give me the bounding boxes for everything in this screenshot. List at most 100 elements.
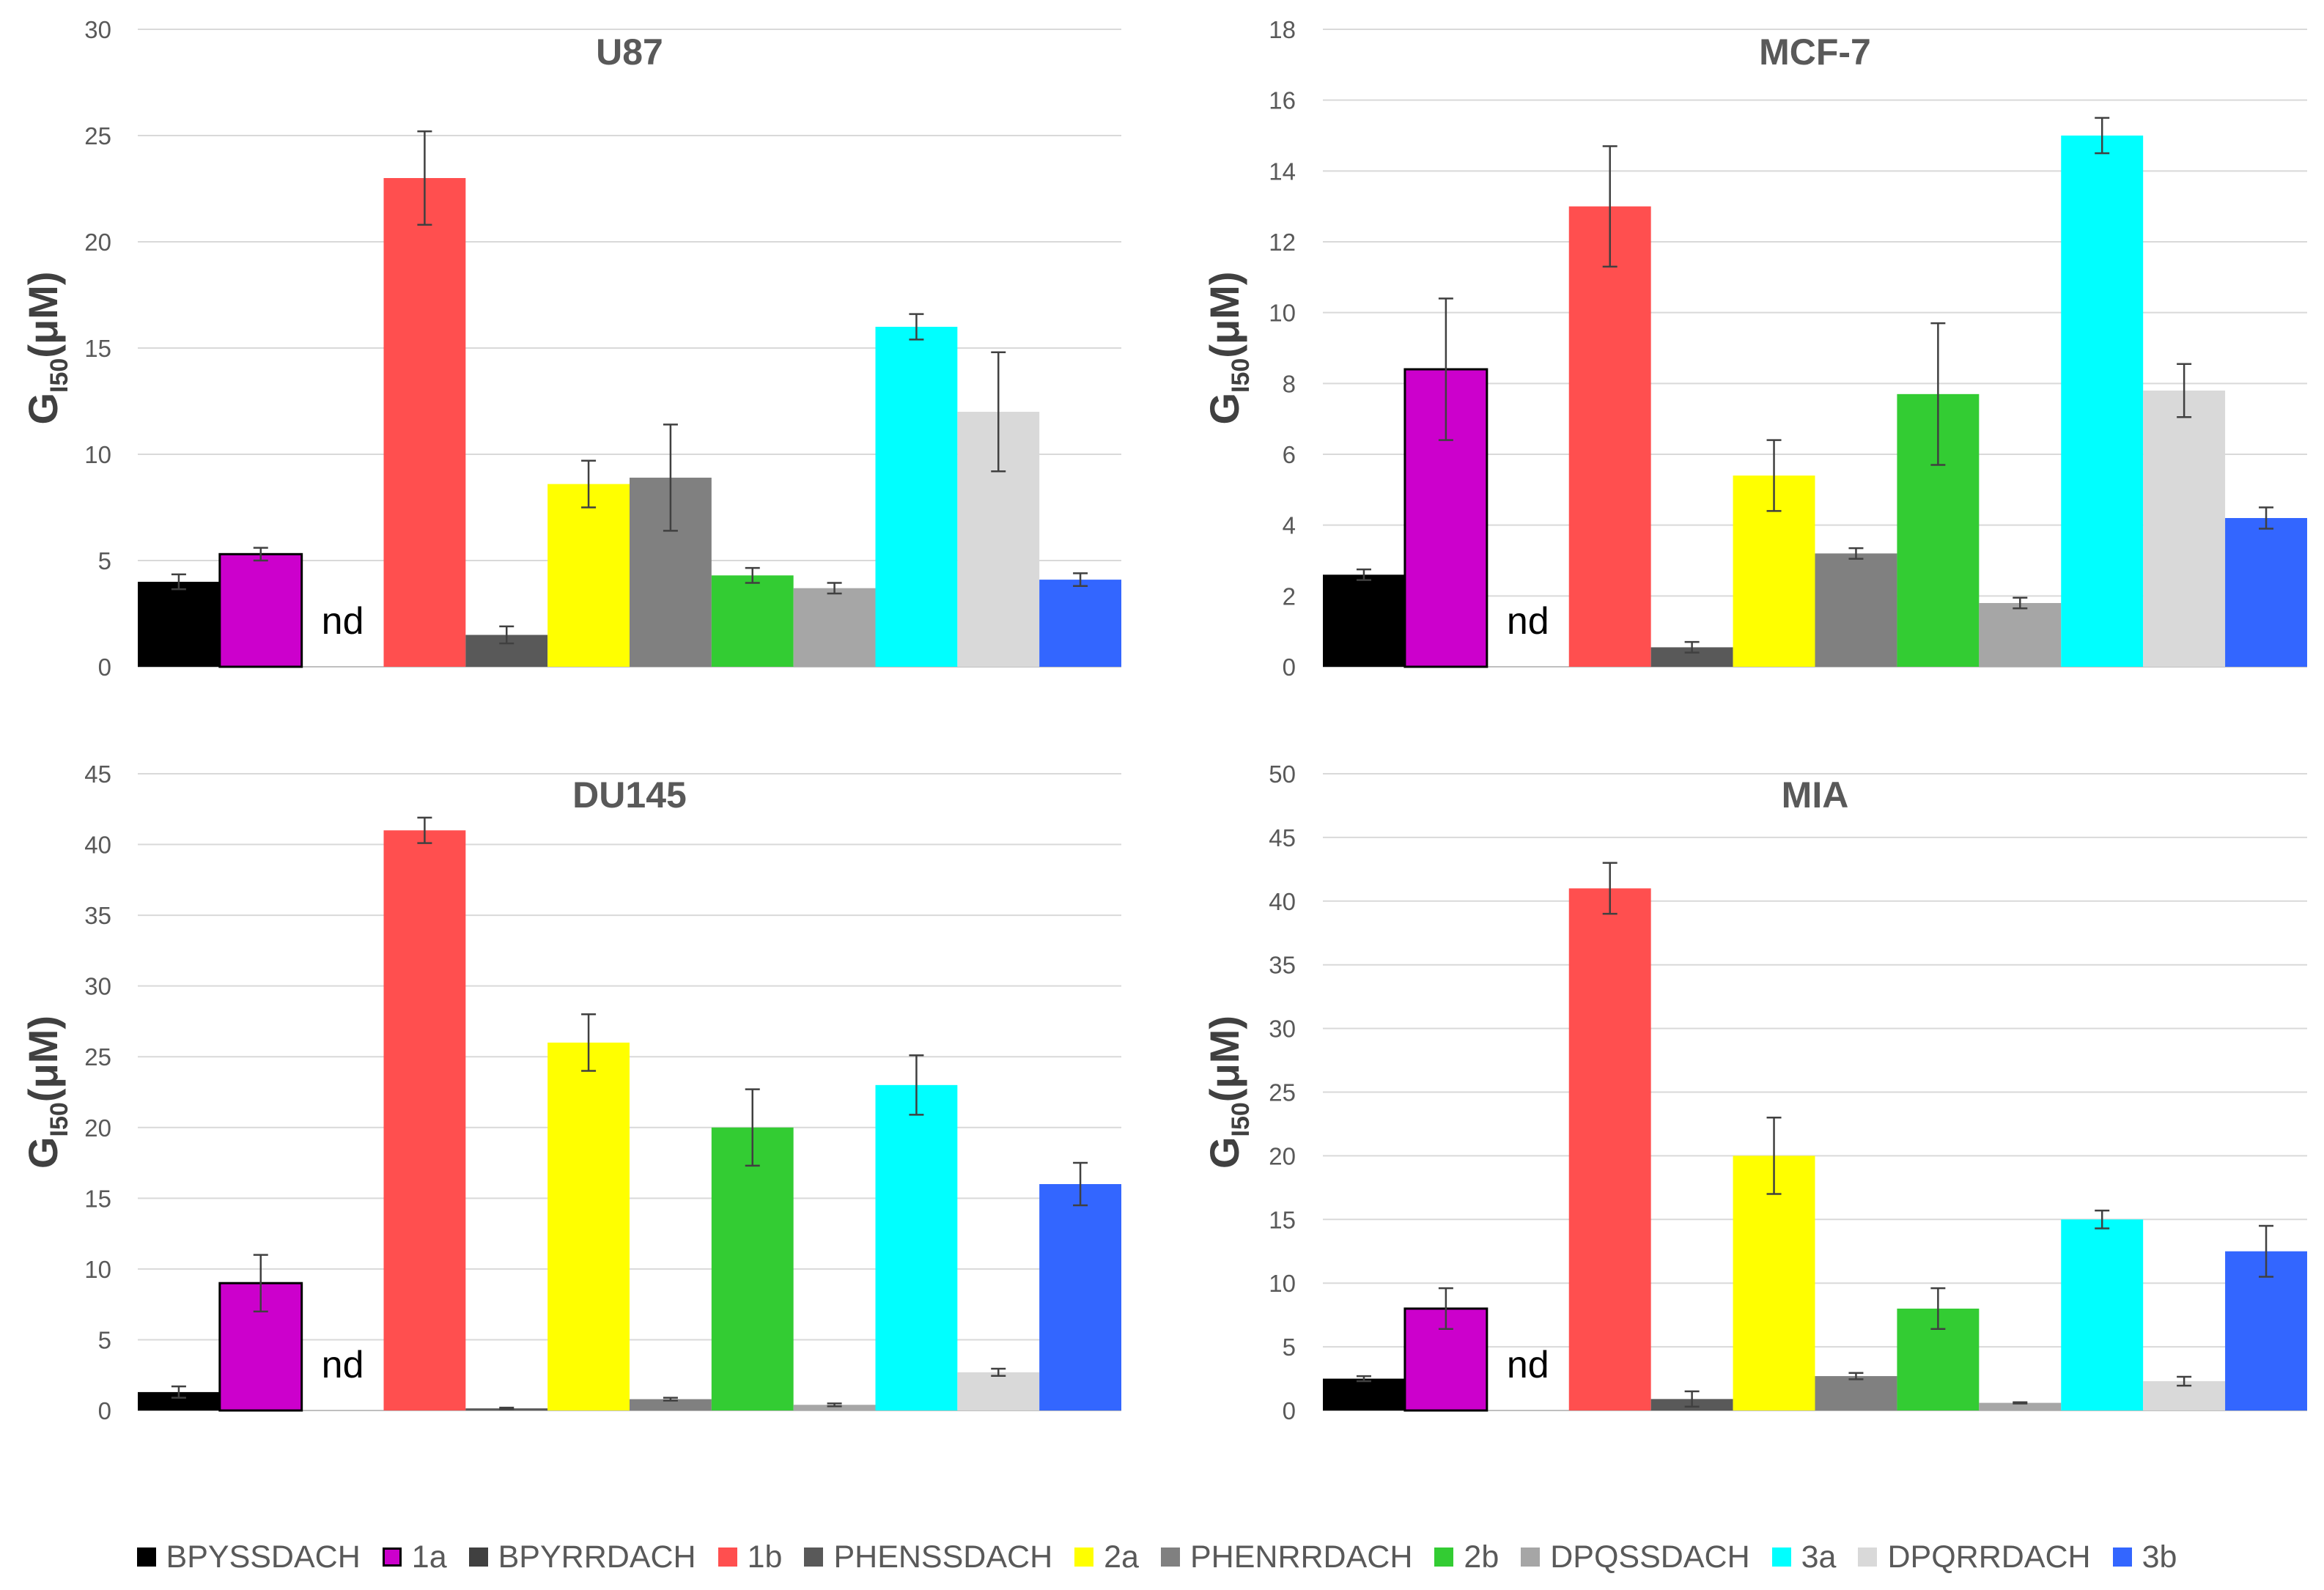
bar-2a (1733, 1155, 1815, 1410)
chart-panel-du145: 0 5 10 15 20 25 30 35 40 45 DU145 GI50(μM) nd (20, 761, 1121, 1424)
y-tick-label: 8 (1283, 370, 1296, 397)
y-tick-label: 4 (1283, 512, 1296, 539)
chart-title: U87 (596, 32, 663, 73)
legend-label: PHENSSDACH (833, 1539, 1053, 1575)
legend-label: 2a (1104, 1539, 1139, 1575)
y-tick-label: 10 (84, 1256, 111, 1283)
y-tick-label: 15 (1269, 1206, 1296, 1233)
bar-2b (711, 1127, 794, 1410)
y-tick-label: 40 (84, 832, 111, 859)
y-tick-label: 5 (1283, 1334, 1296, 1361)
y-tick-label: 14 (1269, 158, 1296, 185)
legend: BPYSSDACH 1a BPYRRDACH 1b PHENSSDACH 2a PHENRR… (0, 1524, 2324, 1590)
y-tick-label: 20 (1269, 1142, 1296, 1169)
bar-3a (875, 1084, 958, 1410)
y-tick-label: 0 (98, 654, 111, 681)
nd-label: nd (322, 600, 364, 643)
chart-title: MCF-7 (1759, 32, 1871, 73)
y-tick-label: 12 (1269, 229, 1296, 256)
bar-3b (2225, 518, 2307, 667)
chart-panel-u87: 0 5 10 15 20 25 30 U87 GI50(μM) nd (20, 16, 1121, 681)
legend-item-bpyrrdach: BPYRRDACH (468, 1539, 696, 1575)
y-tick-label: 45 (84, 761, 111, 788)
y-tick-label: 30 (1269, 1016, 1296, 1043)
y-tick-label: 25 (84, 1043, 111, 1071)
chart-panel-mcf-7: 0 2 4 6 8 10 12 14 16 18 MCF-7 GI50(μM) nd (1201, 16, 2307, 681)
legend-label: 1b (747, 1539, 783, 1575)
y-tick-label: 0 (1283, 1397, 1296, 1424)
y-axis-label: GI50(μM) (20, 271, 73, 424)
y-tick-label: 16 (1269, 87, 1296, 114)
legend-swatch (1160, 1548, 1180, 1567)
legend-label: DPQSSDACH (1550, 1539, 1750, 1575)
legend-item-bpyssdach: BPYSSDACH (136, 1539, 361, 1575)
y-tick-label: 10 (1269, 300, 1296, 327)
legend-swatch (804, 1548, 824, 1567)
legend-item-phenrrdach: PHENRRDACH (1160, 1539, 1412, 1575)
y-tick-label: 50 (1269, 761, 1296, 788)
bar-2a (547, 484, 630, 667)
bar-dpqrrdach (2143, 391, 2226, 667)
legend-label: 3b (2142, 1539, 2177, 1575)
y-tick-label: 25 (1269, 1079, 1296, 1106)
legend-swatch (136, 1548, 156, 1567)
legend-swatch (1771, 1548, 1791, 1567)
bar-phenrrdach (1815, 1376, 1897, 1410)
bar-phenrrdach (630, 1399, 712, 1410)
y-tick-label: 45 (1269, 824, 1296, 851)
y-tick-label: 10 (1269, 1270, 1296, 1297)
legend-swatch (2112, 1548, 2132, 1567)
legend-item-dpqrrdach: DPQRRDACH (1858, 1539, 2091, 1575)
y-tick-label: 15 (84, 335, 111, 362)
y-tick-label: 40 (1269, 888, 1296, 915)
y-tick-label: 35 (84, 902, 111, 929)
legend-item-1a: 1a (382, 1539, 447, 1575)
y-tick-label: 2 (1283, 583, 1296, 610)
nd-label: nd (1507, 1344, 1549, 1386)
y-tick-label: 15 (84, 1185, 111, 1212)
legend-item-3a: 3a (1771, 1539, 1837, 1575)
legend-label: 3a (1801, 1539, 1837, 1575)
bar-3a (875, 327, 958, 667)
legend-label: 2b (1464, 1539, 1499, 1575)
legend-swatch (468, 1548, 488, 1567)
legend-label: 1a (411, 1539, 447, 1575)
bar-3b (1039, 1184, 1121, 1410)
chart-title: MIA (1782, 774, 1849, 816)
bar-3a (2061, 136, 2144, 667)
y-tick-label: 30 (84, 973, 111, 1000)
bar-dpqssdach (793, 1405, 876, 1410)
legend-item-phenssdach: PHENSSDACH (804, 1539, 1052, 1575)
nd-label: nd (1507, 600, 1549, 643)
y-tick-label: 10 (84, 441, 111, 468)
legend-swatch (382, 1548, 402, 1567)
bar-dpqssdach (1979, 603, 2062, 667)
bar-3b (1039, 580, 1121, 667)
y-tick-label: 5 (98, 547, 111, 574)
bar-bpyssdach (138, 582, 220, 667)
bar-1b (1568, 888, 1651, 1410)
legend-swatch (1521, 1548, 1541, 1567)
bar-2a (547, 1042, 630, 1410)
bar-phenrrdach (1815, 553, 1897, 667)
bar-dpqrrdach (957, 1372, 1040, 1410)
y-tick-label: 20 (84, 1114, 111, 1142)
chart-title: DU145 (572, 774, 687, 816)
legend-swatch (1074, 1548, 1094, 1567)
legend-item-2b: 2b (1434, 1539, 1499, 1575)
legend-label: BPYRRDACH (498, 1539, 696, 1575)
legend-label: DPQRRDACH (1887, 1539, 2091, 1575)
bar-3b (2225, 1251, 2307, 1410)
y-tick-label: 35 (1269, 952, 1296, 979)
y-tick-label: 18 (1269, 16, 1296, 43)
bar-1b (383, 178, 466, 667)
legend-swatch (1434, 1548, 1454, 1567)
y-tick-label: 0 (98, 1397, 111, 1424)
bar-bpyssdach (1323, 1378, 1405, 1410)
chart-panel-mia: 0 5 10 15 20 25 30 35 40 45 50 MIA GI50(μM) nd (1201, 761, 2307, 1424)
legend-item-dpqssdach: DPQSSDACH (1521, 1539, 1750, 1575)
y-axis-label: GI50(μM) (20, 1016, 73, 1169)
bar-dpqssdach (793, 588, 876, 667)
bar-dpqssdach (1979, 1402, 2062, 1410)
